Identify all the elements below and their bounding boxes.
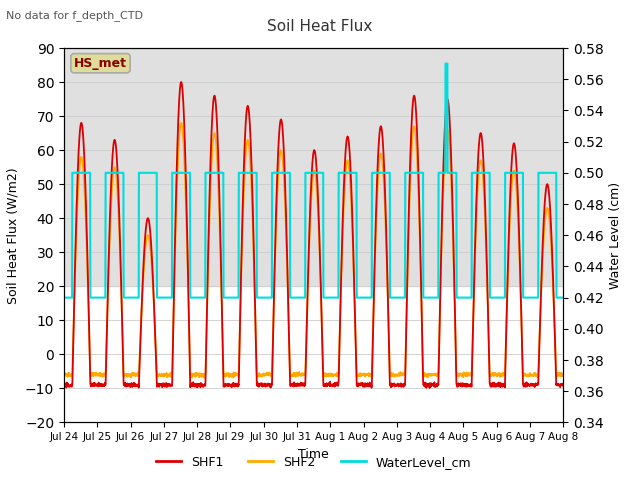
- Y-axis label: Water Level (cm): Water Level (cm): [609, 181, 622, 289]
- Legend: SHF1, SHF2, WaterLevel_cm: SHF1, SHF2, WaterLevel_cm: [151, 451, 476, 474]
- Bar: [64, 48, 563, 286]
- Text: HS_met: HS_met: [74, 57, 127, 70]
- Text: Soil Heat Flux: Soil Heat Flux: [268, 19, 372, 34]
- Text: No data for f_depth_CTD: No data for f_depth_CTD: [6, 10, 143, 21]
- Y-axis label: Soil Heat Flux (W/m2): Soil Heat Flux (W/m2): [6, 167, 19, 303]
- X-axis label: Time: Time: [298, 448, 329, 461]
